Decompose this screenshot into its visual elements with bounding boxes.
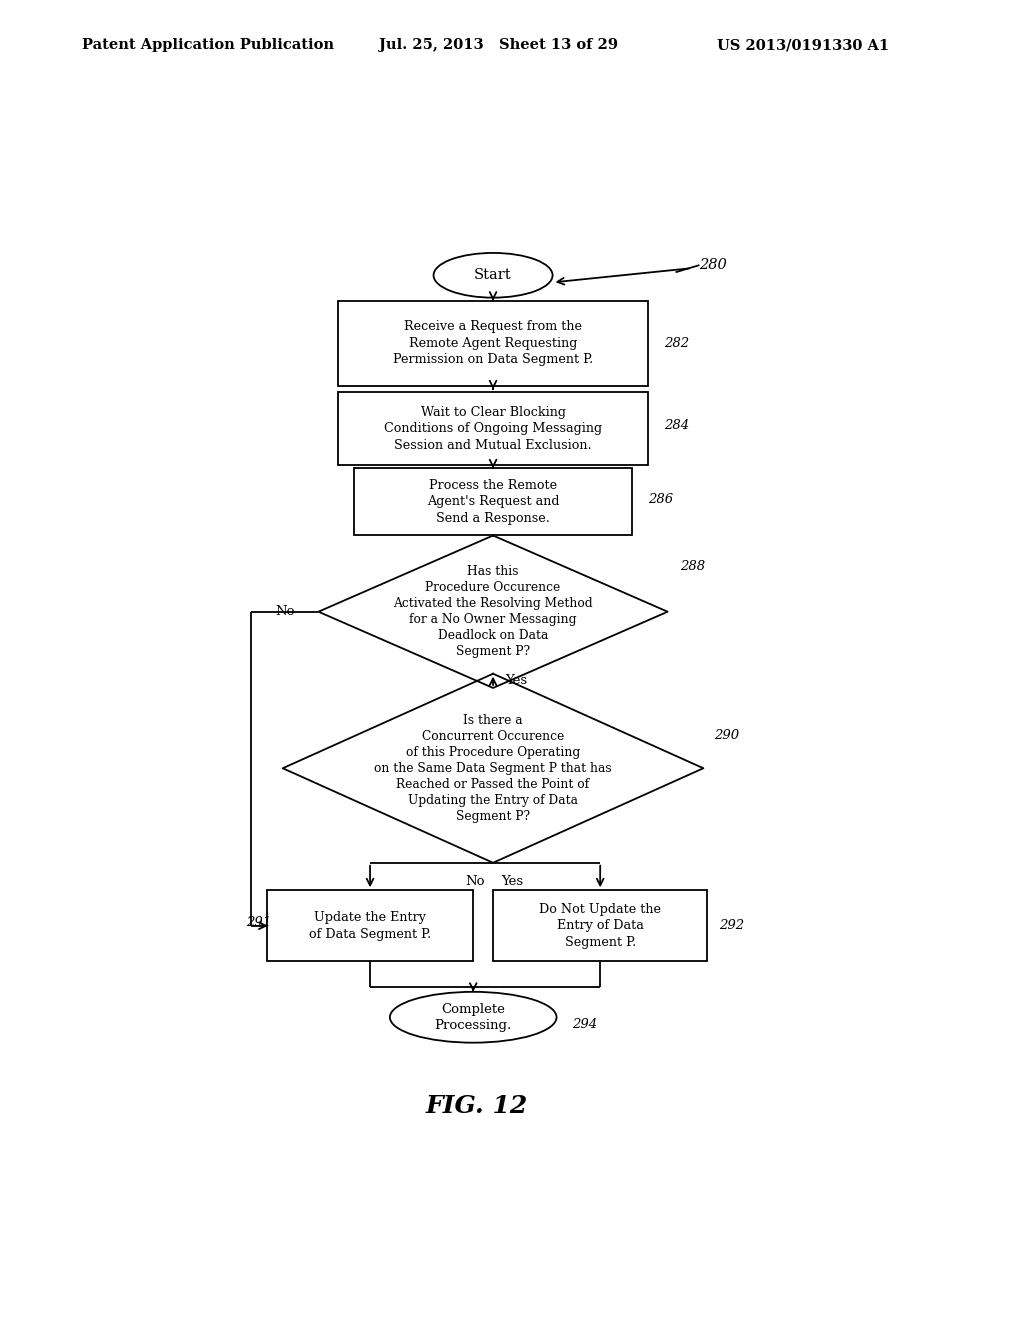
Text: Is there a
Concurrent Occurence
of this Procedure Operating
on the Same Data Seg: Is there a Concurrent Occurence of this … (374, 714, 612, 822)
Text: 292: 292 (719, 919, 744, 932)
Text: Process the Remote
Agent's Request and
Send a Response.: Process the Remote Agent's Request and S… (427, 479, 559, 525)
Text: 291: 291 (246, 916, 270, 929)
Polygon shape (283, 673, 703, 863)
Text: No: No (466, 875, 485, 888)
FancyBboxPatch shape (338, 301, 648, 385)
Text: 284: 284 (664, 420, 689, 432)
Text: 294: 294 (572, 1018, 598, 1031)
Text: Wait to Clear Blocking
Conditions of Ongoing Messaging
Session and Mutual Exclus: Wait to Clear Blocking Conditions of Ong… (384, 405, 602, 451)
Text: 288: 288 (680, 561, 705, 573)
Text: Do Not Update the
Entry of Data
Segment P.: Do Not Update the Entry of Data Segment … (540, 903, 662, 949)
Text: FIG. 12: FIG. 12 (426, 1094, 528, 1118)
Text: Yes: Yes (501, 875, 523, 888)
Text: Yes: Yes (505, 675, 527, 688)
Text: Jul. 25, 2013   Sheet 13 of 29: Jul. 25, 2013 Sheet 13 of 29 (379, 38, 617, 53)
Text: Complete
Processing.: Complete Processing. (434, 1002, 512, 1032)
Text: Update the Entry
of Data Segment P.: Update the Entry of Data Segment P. (309, 911, 431, 941)
Ellipse shape (433, 253, 553, 297)
FancyBboxPatch shape (338, 392, 648, 466)
FancyBboxPatch shape (354, 469, 632, 536)
Text: 286: 286 (648, 494, 673, 507)
FancyBboxPatch shape (494, 890, 708, 961)
Text: No: No (275, 605, 295, 618)
Polygon shape (318, 536, 668, 688)
Text: 280: 280 (699, 259, 727, 272)
Text: 282: 282 (664, 337, 689, 350)
Text: Receive a Request from the
Remote Agent Requesting
Permission on Data Segment P.: Receive a Request from the Remote Agent … (393, 321, 593, 367)
Text: 290: 290 (714, 729, 738, 742)
Text: Patent Application Publication: Patent Application Publication (82, 38, 334, 53)
Text: US 2013/0191330 A1: US 2013/0191330 A1 (717, 38, 889, 53)
Ellipse shape (390, 991, 557, 1043)
Text: Start: Start (474, 268, 512, 282)
Text: Has this
Procedure Occurence
Activated the Resolving Method
for a No Owner Messa: Has this Procedure Occurence Activated t… (393, 565, 593, 659)
FancyBboxPatch shape (267, 890, 473, 961)
